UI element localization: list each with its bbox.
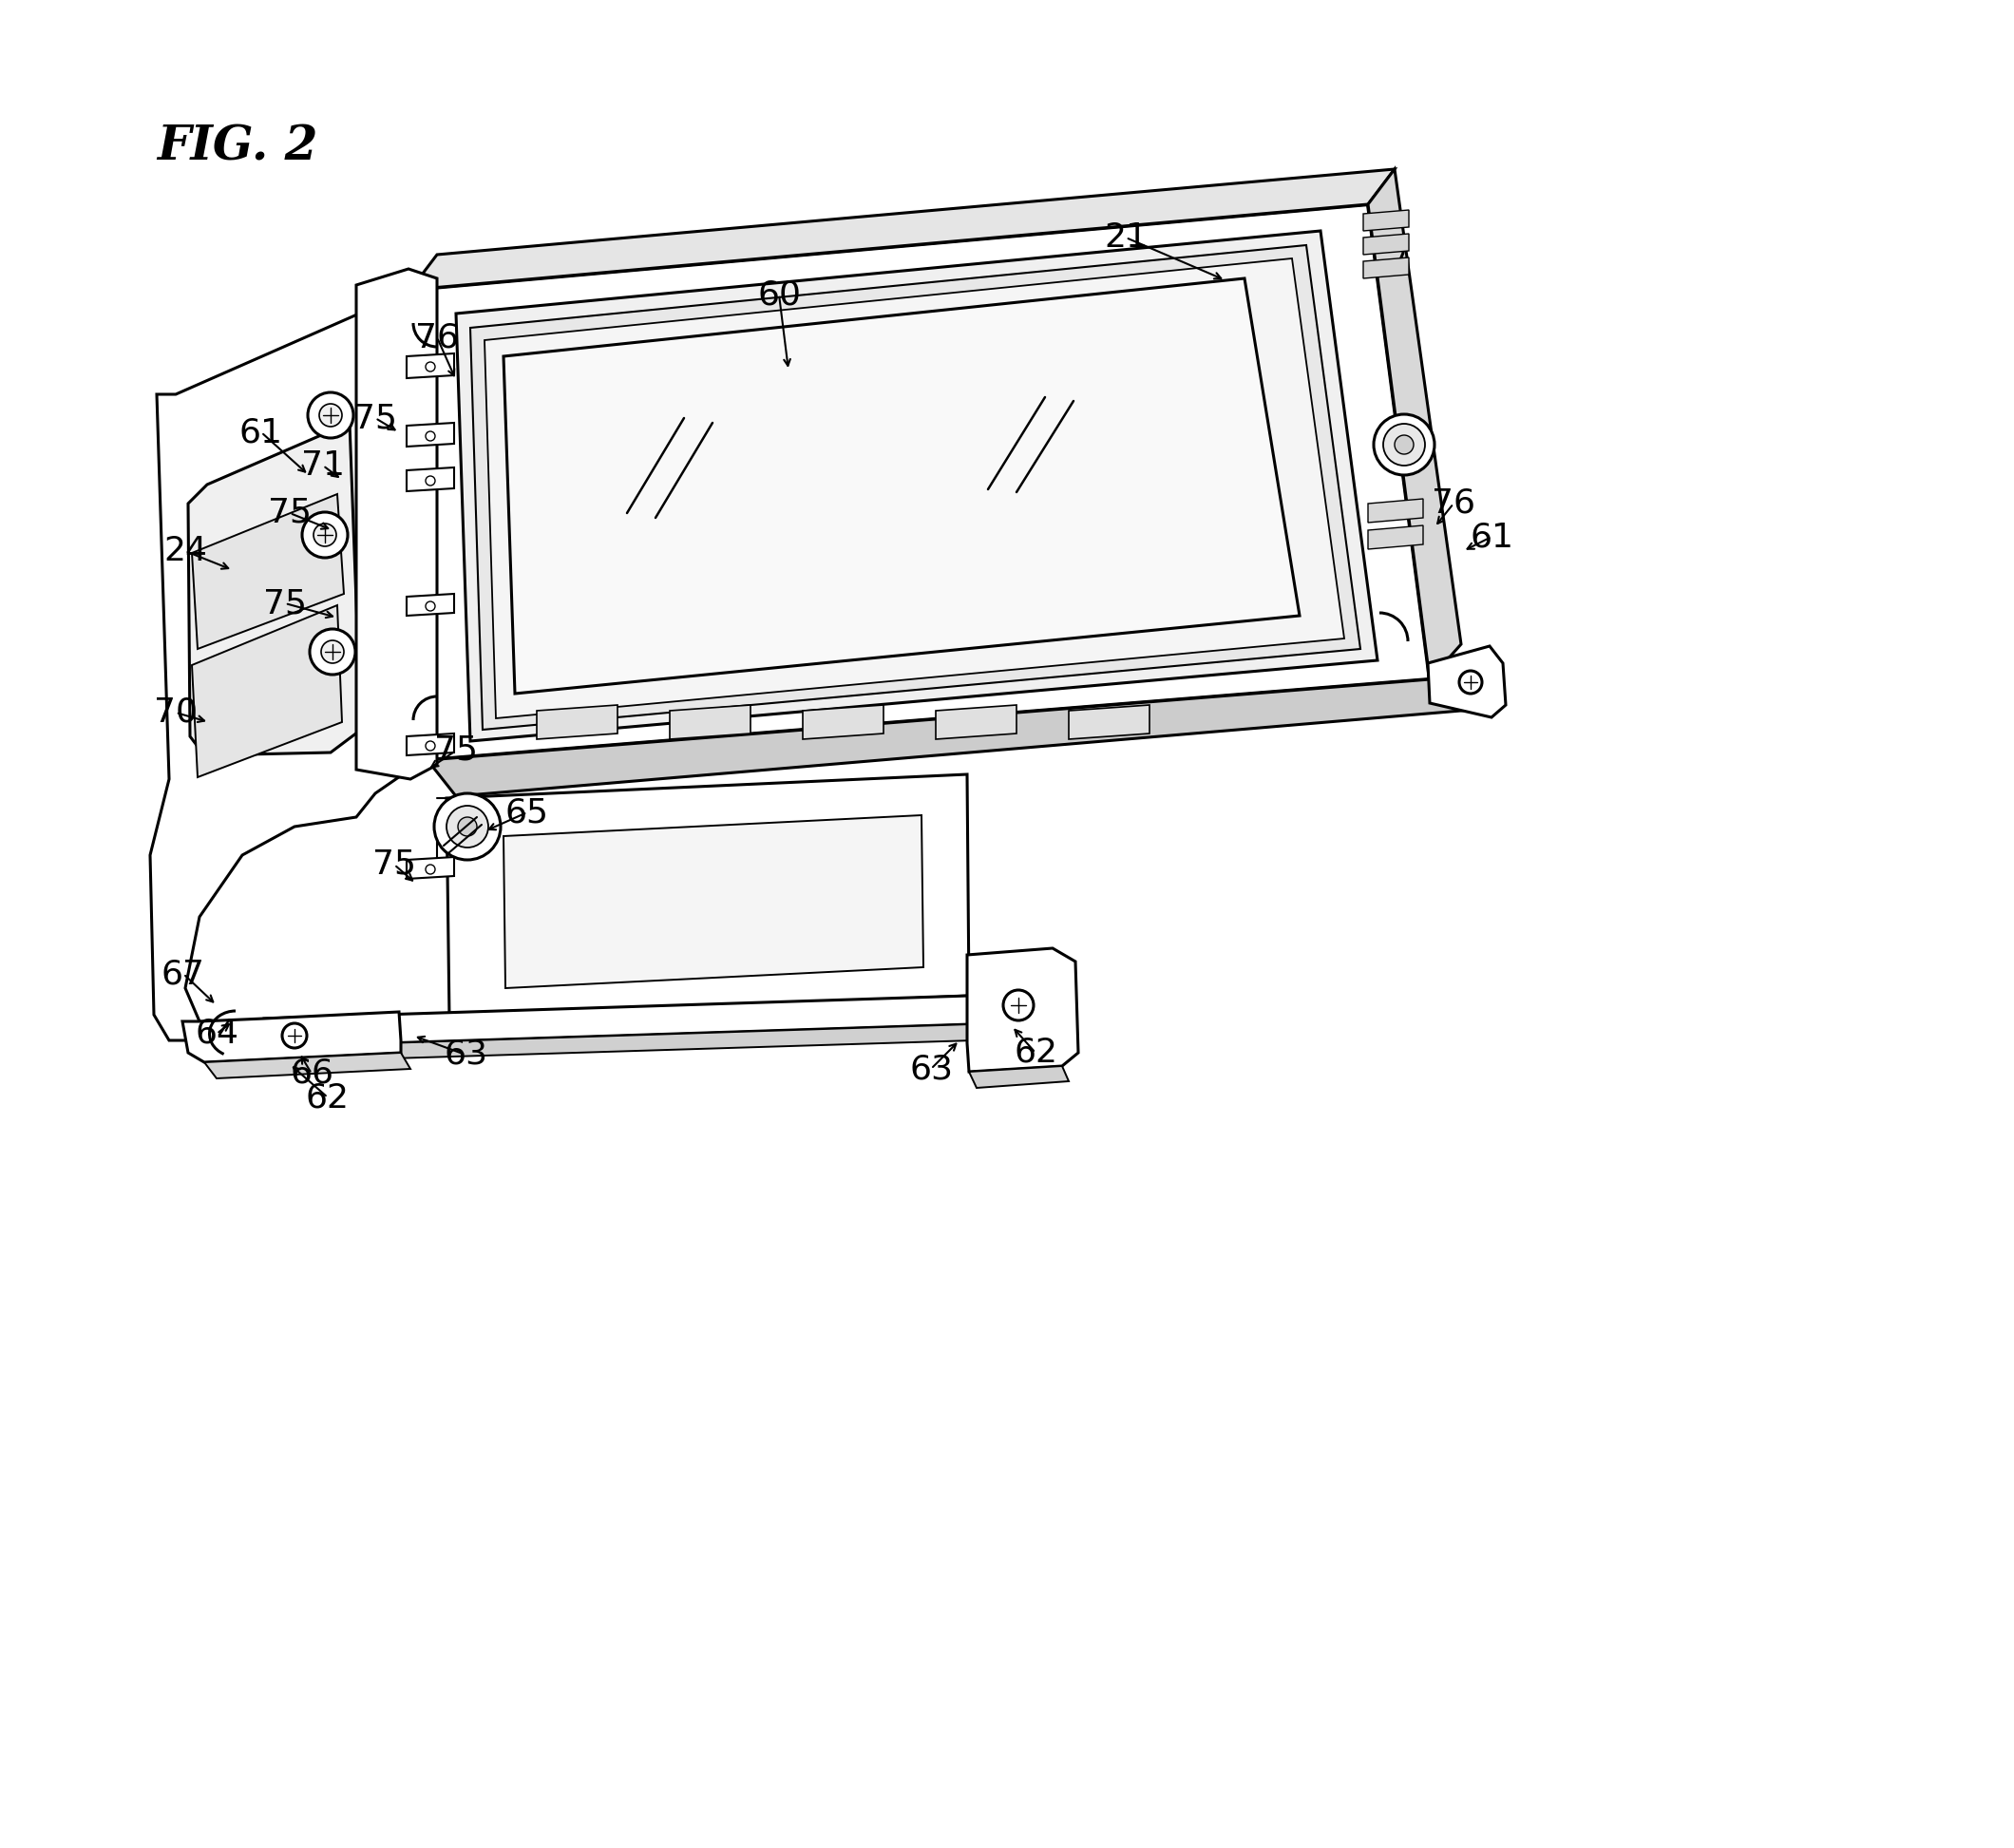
Polygon shape — [407, 857, 453, 880]
Polygon shape — [1363, 257, 1410, 279]
Polygon shape — [356, 270, 437, 780]
Polygon shape — [937, 704, 1017, 739]
Polygon shape — [266, 1024, 973, 1063]
Polygon shape — [1428, 647, 1506, 717]
Polygon shape — [455, 231, 1378, 741]
Polygon shape — [407, 734, 453, 756]
Text: 66: 66 — [290, 1057, 334, 1090]
Circle shape — [425, 477, 435, 486]
Circle shape — [282, 1024, 306, 1048]
Polygon shape — [264, 996, 971, 1048]
Polygon shape — [407, 593, 453, 615]
Text: 76: 76 — [415, 322, 459, 353]
Polygon shape — [427, 680, 1460, 796]
Polygon shape — [469, 246, 1359, 730]
Text: 67: 67 — [161, 957, 205, 991]
Circle shape — [425, 865, 435, 874]
Text: 71: 71 — [302, 449, 344, 482]
Text: 24: 24 — [163, 534, 207, 567]
Text: 65: 65 — [506, 796, 550, 828]
Text: 21: 21 — [1104, 222, 1148, 253]
Polygon shape — [969, 1066, 1069, 1088]
Text: 63: 63 — [908, 1053, 953, 1085]
Polygon shape — [407, 423, 453, 447]
Polygon shape — [485, 259, 1343, 719]
Circle shape — [435, 793, 501, 859]
Circle shape — [310, 628, 354, 675]
Polygon shape — [967, 948, 1077, 1072]
Polygon shape — [1363, 233, 1410, 255]
Polygon shape — [1368, 170, 1460, 680]
Polygon shape — [407, 353, 453, 379]
Polygon shape — [504, 279, 1299, 693]
Polygon shape — [1368, 525, 1424, 549]
Polygon shape — [804, 704, 884, 739]
Circle shape — [314, 523, 336, 547]
Circle shape — [1394, 434, 1414, 455]
Circle shape — [425, 741, 435, 750]
Circle shape — [447, 806, 487, 848]
Text: 61: 61 — [1470, 521, 1513, 553]
Polygon shape — [449, 996, 973, 1046]
Polygon shape — [183, 1013, 401, 1063]
Circle shape — [457, 817, 477, 835]
Circle shape — [1003, 991, 1033, 1020]
Text: 75: 75 — [268, 497, 312, 529]
Polygon shape — [407, 468, 453, 492]
Text: 62: 62 — [1013, 1037, 1057, 1068]
Text: 64: 64 — [195, 1018, 238, 1050]
Text: 62: 62 — [306, 1081, 350, 1114]
Circle shape — [1384, 423, 1426, 466]
Polygon shape — [538, 704, 618, 739]
Circle shape — [1374, 414, 1434, 475]
Text: 70: 70 — [153, 697, 197, 728]
Circle shape — [425, 431, 435, 442]
Text: 61: 61 — [240, 416, 284, 449]
Polygon shape — [447, 774, 969, 1018]
Polygon shape — [151, 290, 431, 1040]
Text: 60: 60 — [757, 279, 802, 310]
Circle shape — [320, 641, 344, 663]
Polygon shape — [1069, 704, 1150, 739]
Polygon shape — [191, 606, 342, 778]
Text: 75: 75 — [435, 734, 477, 767]
Polygon shape — [1363, 211, 1410, 231]
Text: FIG. 2: FIG. 2 — [157, 124, 318, 170]
Text: 76: 76 — [1432, 488, 1476, 519]
Polygon shape — [671, 704, 751, 739]
Circle shape — [425, 362, 435, 371]
Polygon shape — [191, 493, 344, 649]
Circle shape — [425, 601, 435, 612]
Polygon shape — [1368, 499, 1424, 523]
Circle shape — [302, 512, 348, 558]
Circle shape — [1460, 671, 1482, 693]
Circle shape — [308, 392, 352, 438]
Text: 63: 63 — [443, 1039, 487, 1070]
Text: 75: 75 — [373, 848, 417, 881]
Polygon shape — [203, 1053, 411, 1079]
Polygon shape — [504, 815, 922, 989]
Polygon shape — [187, 423, 361, 756]
Text: 75: 75 — [352, 401, 397, 434]
Polygon shape — [411, 205, 1430, 760]
Circle shape — [318, 405, 342, 427]
Polygon shape — [411, 170, 1394, 290]
Text: 75: 75 — [264, 588, 306, 619]
